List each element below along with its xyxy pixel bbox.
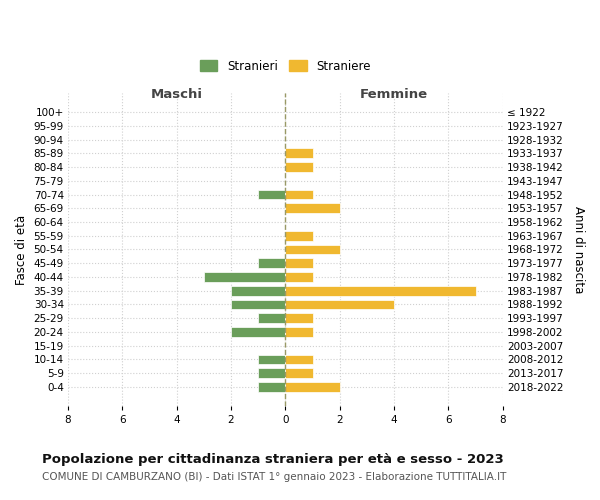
Bar	[231, 286, 286, 296]
Bar	[286, 354, 313, 364]
Bar	[286, 368, 313, 378]
Bar	[258, 368, 286, 378]
Bar	[258, 190, 286, 200]
Bar	[286, 327, 313, 337]
Bar	[231, 327, 286, 337]
Legend: Stranieri, Straniere: Stranieri, Straniere	[195, 55, 376, 78]
Bar	[286, 382, 340, 392]
Bar	[286, 244, 340, 254]
Bar	[286, 148, 313, 158]
Bar	[204, 272, 286, 282]
Bar	[231, 300, 286, 310]
Bar	[286, 286, 476, 296]
Bar	[286, 204, 340, 213]
Bar	[258, 354, 286, 364]
Bar	[286, 300, 394, 310]
Y-axis label: Anni di nascita: Anni di nascita	[572, 206, 585, 293]
Bar	[286, 258, 313, 268]
Text: Maschi: Maschi	[151, 88, 203, 101]
Bar	[258, 258, 286, 268]
Text: Popolazione per cittadinanza straniera per età e sesso - 2023: Popolazione per cittadinanza straniera p…	[42, 452, 504, 466]
Text: Femmine: Femmine	[360, 88, 428, 101]
Bar	[258, 314, 286, 323]
Bar	[286, 231, 313, 240]
Bar	[258, 382, 286, 392]
Bar	[286, 190, 313, 200]
Text: COMUNE DI CAMBURZANO (BI) - Dati ISTAT 1° gennaio 2023 - Elaborazione TUTTITALIA: COMUNE DI CAMBURZANO (BI) - Dati ISTAT 1…	[42, 472, 506, 482]
Y-axis label: Fasce di età: Fasce di età	[15, 214, 28, 284]
Bar	[286, 314, 313, 323]
Bar	[286, 162, 313, 172]
Bar	[286, 272, 313, 282]
